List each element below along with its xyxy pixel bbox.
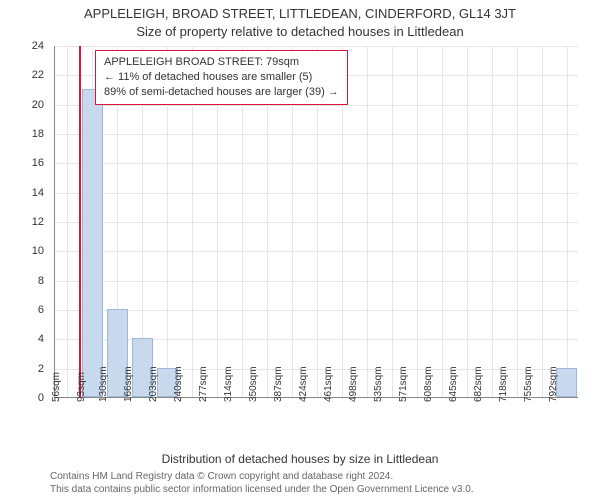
plot-area: APPLELEIGH BROAD STREET: 79sqm ← 11% of … bbox=[54, 46, 578, 398]
x-tick: 56sqm bbox=[51, 372, 62, 402]
y-tick: 10 bbox=[32, 245, 44, 257]
x-tick: 314sqm bbox=[223, 366, 234, 402]
y-tick: 2 bbox=[38, 363, 44, 375]
y-tick: 22 bbox=[32, 69, 44, 81]
legend-line-1: APPLELEIGH BROAD STREET: 79sqm bbox=[104, 55, 339, 70]
y-tick: 16 bbox=[32, 157, 44, 169]
y-tick: 8 bbox=[38, 275, 44, 287]
x-tick: 387sqm bbox=[273, 366, 284, 402]
x-tick: 682sqm bbox=[473, 366, 484, 402]
x-axis-label: Distribution of detached houses by size … bbox=[0, 452, 600, 466]
x-tick: 718sqm bbox=[498, 366, 509, 402]
footnote-line-1: Contains HM Land Registry data © Crown c… bbox=[50, 471, 590, 484]
x-tick: 93sqm bbox=[76, 372, 87, 402]
footnote-line-2: This data contains public sector informa… bbox=[50, 484, 590, 497]
y-axis-ticks: 024681012141618202224 bbox=[0, 46, 50, 398]
chart-container: APPLELEIGH, BROAD STREET, LITTLEDEAN, CI… bbox=[0, 0, 600, 500]
x-tick: 424sqm bbox=[298, 366, 309, 402]
x-tick: 277sqm bbox=[198, 366, 209, 402]
x-tick: 130sqm bbox=[99, 366, 110, 402]
x-tick: 645sqm bbox=[448, 366, 459, 402]
y-tick: 20 bbox=[32, 99, 44, 111]
histogram-bar bbox=[82, 89, 102, 397]
chart-title-main: APPLELEIGH, BROAD STREET, LITTLEDEAN, CI… bbox=[0, 6, 600, 21]
x-tick: 203sqm bbox=[148, 366, 159, 402]
x-tick: 792sqm bbox=[548, 366, 559, 402]
y-tick: 24 bbox=[32, 40, 44, 52]
y-tick: 0 bbox=[38, 392, 44, 404]
x-tick: 498sqm bbox=[348, 366, 359, 402]
x-tick: 608sqm bbox=[423, 366, 434, 402]
y-tick: 6 bbox=[38, 304, 44, 316]
x-axis-ticks: 56sqm93sqm130sqm166sqm203sqm240sqm277sqm… bbox=[54, 398, 578, 458]
footnote: Contains HM Land Registry data © Crown c… bbox=[50, 471, 590, 496]
x-tick: 166sqm bbox=[124, 366, 135, 402]
legend-box: APPLELEIGH BROAD STREET: 79sqm ← 11% of … bbox=[95, 50, 348, 105]
x-tick: 350sqm bbox=[248, 366, 259, 402]
y-tick: 18 bbox=[32, 128, 44, 140]
y-tick: 4 bbox=[38, 333, 44, 345]
histogram-bar bbox=[556, 368, 576, 397]
x-tick: 571sqm bbox=[398, 366, 409, 402]
x-tick: 461sqm bbox=[323, 366, 334, 402]
x-tick: 535sqm bbox=[373, 366, 384, 402]
chart-title-sub: Size of property relative to detached ho… bbox=[0, 24, 600, 39]
y-tick: 14 bbox=[32, 187, 44, 199]
x-tick: 755sqm bbox=[523, 366, 534, 402]
reference-line bbox=[79, 46, 81, 397]
legend-line-2: ← 11% of detached houses are smaller (5) bbox=[104, 70, 339, 85]
legend-line-3: 89% of semi-detached houses are larger (… bbox=[104, 85, 339, 100]
x-tick: 240sqm bbox=[173, 366, 184, 402]
y-tick: 12 bbox=[32, 216, 44, 228]
